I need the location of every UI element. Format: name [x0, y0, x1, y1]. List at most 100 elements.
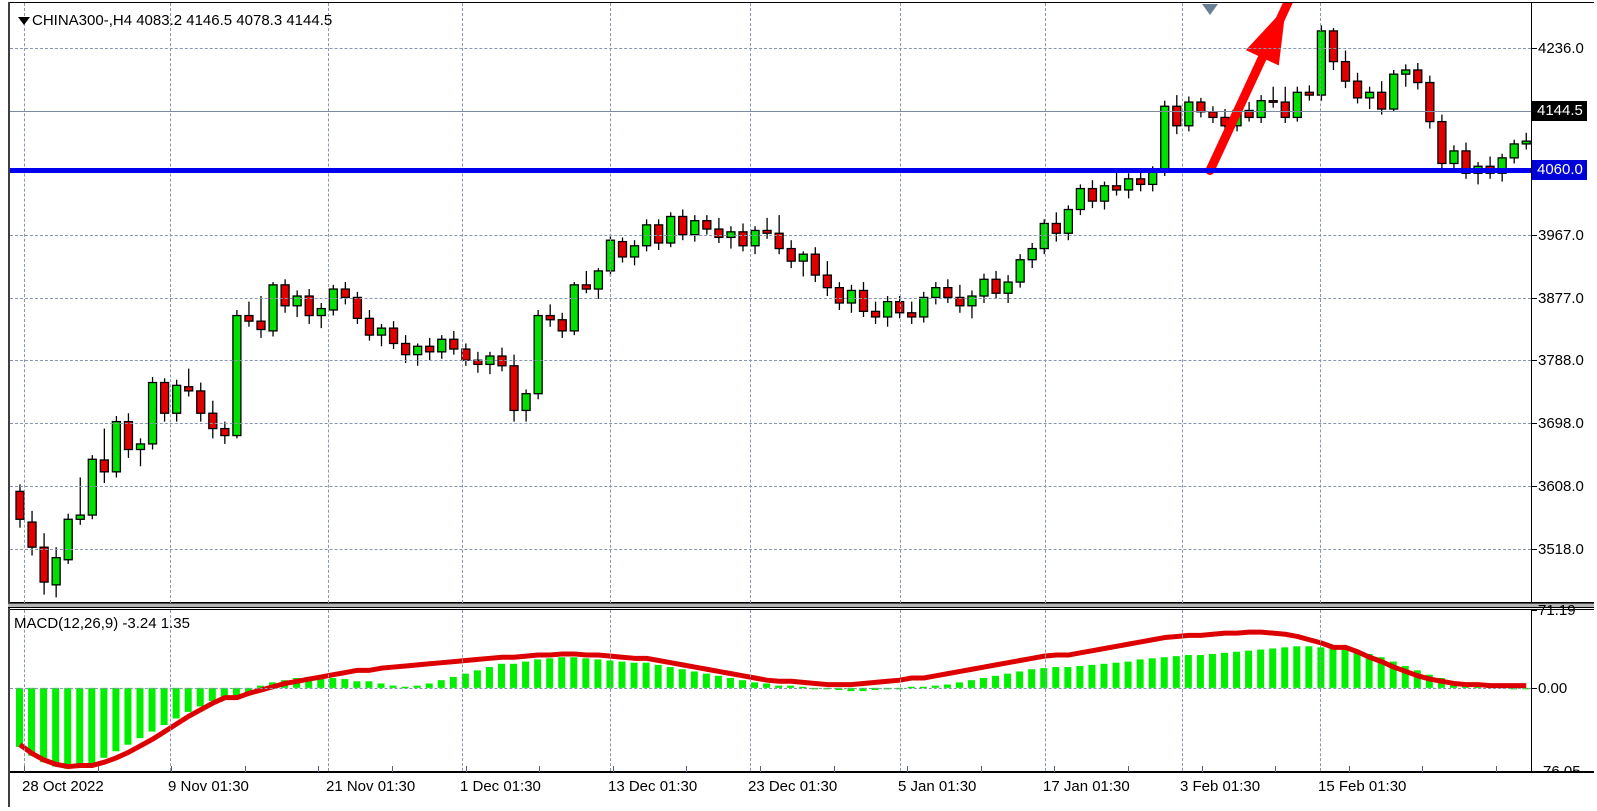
panel-divider[interactable]	[8, 603, 1594, 608]
macd-histogram-bar	[112, 687, 120, 752]
time-axis-tick	[1349, 766, 1350, 772]
macd-plot-area[interactable]	[10, 610, 1531, 771]
bullish-trend-arrow[interactable]	[1205, 3, 1293, 175]
macd-histogram-bar	[835, 687, 843, 691]
time-gridline	[1182, 3, 1183, 603]
candlestick-series	[15, 3, 1531, 598]
time-axis-tick	[981, 766, 982, 772]
macd-histogram-bar	[184, 687, 192, 712]
macd-histogram-bar	[172, 687, 180, 719]
time-axis-tick	[686, 766, 687, 772]
price-plot-area[interactable]	[10, 3, 1531, 603]
macd-histogram-bar	[473, 670, 481, 688]
support-level-line[interactable]	[10, 168, 1531, 174]
macd-histogram-bar	[1281, 647, 1289, 688]
macd-histogram-bar	[1353, 650, 1361, 688]
time-axis-tick	[466, 766, 467, 772]
price-axis-label: 3877.0	[1538, 290, 1584, 308]
time-axis-label: 15 Feb 01:30	[1318, 778, 1407, 795]
time-axis-tick	[318, 766, 319, 772]
macd-histogram-bar	[124, 687, 132, 745]
macd-histogram-bar	[196, 687, 204, 707]
macd-histogram-bar	[1136, 659, 1144, 688]
time-gridline	[328, 3, 329, 603]
price-gridline	[10, 47, 1531, 49]
macd-histogram-bar	[1040, 668, 1048, 688]
price-axis-label: 3788.0	[1538, 352, 1584, 370]
macd-histogram-bar	[1064, 667, 1072, 688]
macd-histogram-bar	[341, 679, 349, 688]
time-gridline	[900, 3, 901, 603]
time-axis-tick	[1275, 766, 1276, 772]
macd-histogram-bar	[232, 687, 240, 697]
macd-histogram-bar	[546, 658, 554, 688]
macd-histogram-bar	[1148, 658, 1156, 688]
macd-histogram-bar	[64, 687, 72, 769]
price-chart-panel[interactable]: CHINA300-,H4 4083.2 4146.5 4078.3 4144.5…	[10, 2, 1594, 603]
price-axis-tick	[1532, 485, 1537, 487]
macd-histogram-bar	[52, 687, 60, 767]
time-axis-tick	[392, 766, 393, 772]
macd-histogram-bar	[702, 673, 710, 688]
price-gridline	[10, 235, 1531, 237]
time-axis-tick	[613, 766, 614, 772]
macd-histogram-bar	[1124, 661, 1132, 688]
macd-histogram-bar	[353, 681, 361, 688]
macd-histogram-bar	[919, 686, 927, 689]
time-axis-tick	[1496, 766, 1497, 772]
support-price-badge[interactable]: 4060.0	[1532, 160, 1587, 181]
macd-axis[interactable]: 71.190.00-76.05	[1531, 603, 1594, 779]
macd-histogram-bar	[40, 687, 48, 763]
time-axis-tick	[834, 766, 835, 772]
current-price-line[interactable]	[10, 111, 1531, 113]
macd-histogram-bar	[967, 680, 975, 688]
macd-histogram-bar	[1028, 669, 1036, 688]
chevron-down-icon[interactable]	[18, 17, 30, 25]
macd-histogram-bar	[522, 661, 530, 688]
time-gridline	[24, 3, 25, 603]
macd-histogram-bar	[955, 682, 963, 688]
macd-histogram-bar	[1184, 655, 1192, 688]
time-axis-tick	[907, 766, 908, 772]
price-axis-label: 4236.0	[1538, 39, 1584, 57]
macd-histogram-bar	[714, 675, 722, 688]
macd-histogram-bar	[739, 680, 746, 688]
macd-histogram-bar	[570, 657, 578, 688]
time-axis-tick	[539, 766, 540, 772]
macd-histogram-bar	[1329, 648, 1337, 688]
time-axis[interactable]: 28 Oct 2022 9 Nov 01:30 21 Nov 01:30 1 Dec …	[10, 766, 1594, 807]
macd-histogram-bar	[437, 680, 445, 688]
macd-histogram-bar	[726, 678, 734, 688]
macd-histogram-bar	[1305, 646, 1313, 688]
time-axis-tick	[171, 766, 172, 772]
macd-histogram-bar	[1365, 653, 1373, 688]
time-gridline	[750, 3, 751, 603]
macd-histogram-bar	[763, 683, 771, 688]
time-gridline	[1320, 3, 1321, 603]
macd-axis-label: 0.00	[1538, 679, 1568, 697]
macd-time-gridline	[1045, 610, 1046, 771]
macd-histogram-bar	[413, 685, 421, 688]
price-gridline	[10, 360, 1531, 362]
macd-histogram-bar	[787, 685, 795, 688]
macd-histogram-bar	[1245, 650, 1253, 688]
macd-histogram-bar	[666, 667, 674, 688]
macd-histogram-bar	[1160, 657, 1168, 688]
price-axis[interactable]: 4236.0 4144.5 4060.0 3967.0 3877.0 3788.0 3698…	[1531, 3, 1594, 603]
macd-histogram-bar	[1016, 671, 1024, 688]
price-axis-tick	[1532, 298, 1537, 300]
macd-histogram-bar	[317, 676, 325, 688]
macd-histogram-bar	[931, 685, 939, 688]
current-price-badge[interactable]: 4144.5	[1532, 101, 1587, 122]
macd-histogram-bar	[847, 687, 855, 692]
macd-signal-line	[18, 629, 1527, 770]
macd-histogram-bar	[208, 687, 216, 701]
time-axis-label: 13 Dec 01:30	[608, 778, 698, 795]
macd-histogram-bar	[160, 687, 168, 726]
macd-histogram-bar	[389, 685, 397, 688]
triangle-down-marker-icon[interactable]	[1202, 4, 1218, 15]
macd-indicator-panel[interactable]: MACD(12,26,9) -3.24 1.35 71.190.00-76.05	[10, 603, 1594, 779]
price-chart-header: CHINA300-,H4 4083.2 4146.5 4078.3 4144.5	[32, 12, 333, 29]
macd-histogram-bar	[401, 686, 409, 689]
